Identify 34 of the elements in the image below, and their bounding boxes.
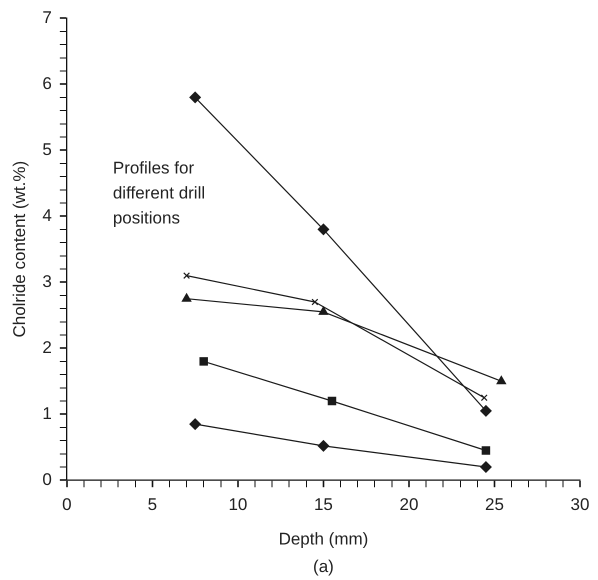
y-tick-label: 6: [42, 74, 52, 93]
point: [199, 357, 208, 366]
y-tick-label: 3: [42, 272, 52, 291]
point: [328, 396, 336, 406]
point: [181, 292, 192, 302]
y-tick-label: 5: [42, 140, 52, 159]
point: [189, 418, 202, 430]
x-tick-label: 15: [314, 495, 333, 514]
x-tick-label: 5: [148, 495, 158, 514]
x-tick-label: 20: [399, 495, 418, 514]
point: [317, 440, 330, 452]
text: (a): [313, 557, 334, 576]
point: [482, 446, 490, 455]
y-tick-label: 1: [42, 404, 52, 423]
x-tick-label: 25: [485, 495, 504, 514]
x-tick-label: 0: [62, 495, 72, 514]
point: [480, 461, 492, 473]
y-tick-label: 2: [42, 338, 52, 357]
point: [183, 272, 190, 280]
y-tick-label: 0: [42, 470, 52, 489]
point: [318, 306, 329, 315]
annotation: Profiles for different drill positions: [112, 158, 206, 228]
x-axis-title: Depth (mm): [278, 529, 368, 548]
y-tick-label: 4: [42, 206, 52, 225]
x-tick-label: 30: [570, 495, 590, 514]
x-tick-label: 10: [228, 495, 248, 514]
point: [317, 223, 330, 236]
point: [480, 394, 488, 402]
y-axis-title: Cholride content (wt.%): [10, 160, 29, 338]
y-tick-label: 7: [42, 8, 52, 27]
point: [311, 298, 318, 306]
point: [480, 404, 492, 417]
point: [189, 91, 202, 104]
point: [496, 375, 507, 384]
